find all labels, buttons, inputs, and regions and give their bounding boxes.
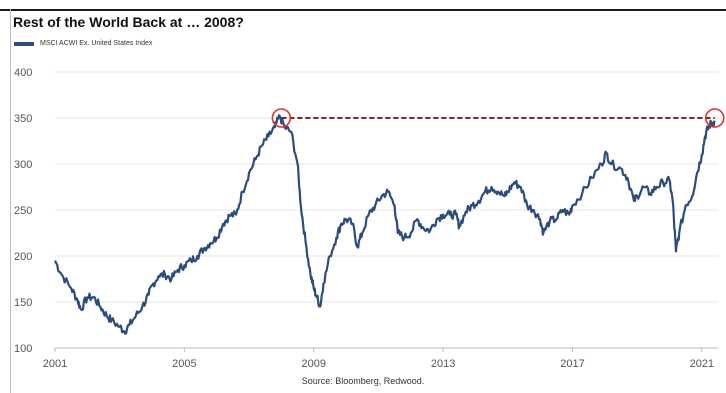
- x-tick-label-2009: 2009: [301, 358, 325, 370]
- frame-top-rule: [0, 9, 726, 11]
- chart-title: Rest of the World Back at … 2008?: [13, 14, 244, 30]
- y-tick-label-150: 150: [14, 297, 32, 309]
- legend-label: MSCI ACWI Ex. United States Index: [40, 40, 153, 47]
- highlight-circle-0: [271, 108, 292, 128]
- x-tick-label-2013: 2013: [431, 358, 455, 370]
- legend: MSCI ACWI Ex. United States Index: [14, 40, 152, 47]
- y-tick-label-200: 200: [14, 251, 32, 263]
- y-tick-label-250: 250: [14, 205, 32, 217]
- series-line-0: [54, 114, 716, 335]
- y-tick-label-300: 300: [14, 159, 32, 171]
- x-tick-label-2017: 2017: [560, 358, 584, 370]
- y-tick-label-350: 350: [14, 113, 32, 125]
- y-tick-label-400: 400: [14, 67, 32, 79]
- frame-left-rule: [10, 9, 11, 393]
- x-tick-label-2001: 2001: [43, 358, 67, 370]
- source-note: Source: Bloomberg, Redwood.: [301, 376, 425, 386]
- highlight-circle-1: [704, 108, 725, 128]
- x-tick-label-2005: 2005: [172, 358, 196, 370]
- legend-swatch: [14, 41, 34, 46]
- y-tick-label-100: 100: [14, 343, 32, 355]
- x-tick-label-2021: 2021: [690, 358, 714, 370]
